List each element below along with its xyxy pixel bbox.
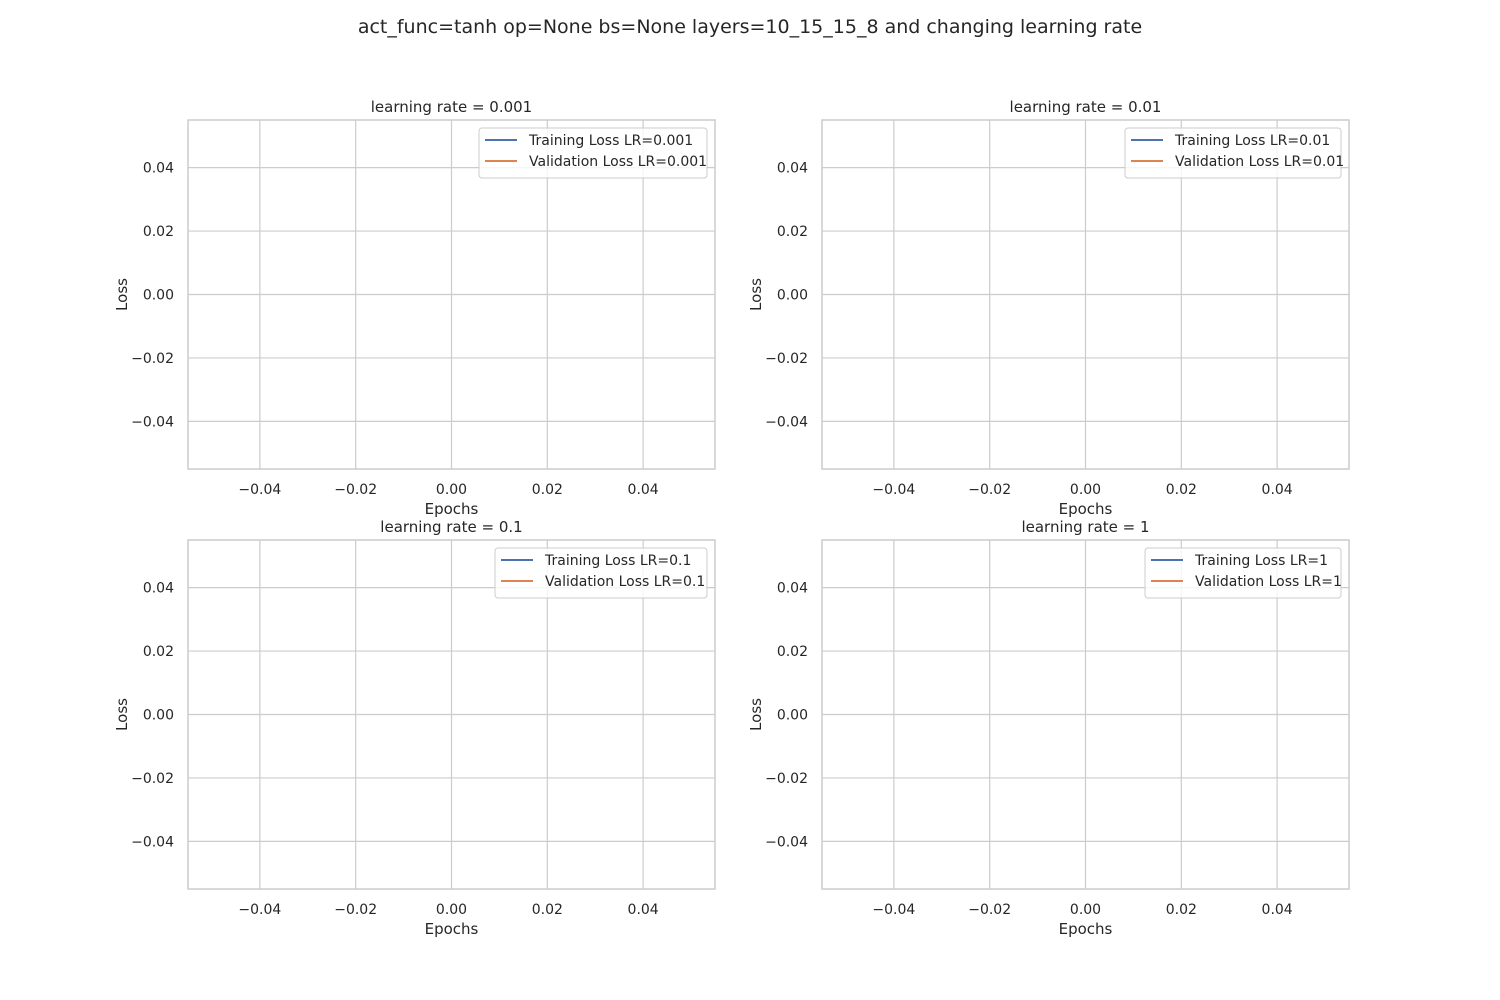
legend-label-training: Training Loss LR=1 bbox=[1194, 553, 1328, 569]
legend-label-validation: Validation Loss LR=0.1 bbox=[545, 574, 705, 590]
legend-box bbox=[1124, 127, 1342, 179]
subplot-title: learning rate = 0.001 bbox=[371, 98, 532, 116]
y-axis-label: Loss bbox=[113, 278, 131, 311]
x-axis-label: Epochs bbox=[1059, 920, 1113, 938]
y-axis-label: Loss bbox=[747, 278, 765, 311]
x-tick-label: −0.02 bbox=[968, 482, 1011, 498]
x-tick-label: 0.02 bbox=[532, 482, 563, 498]
y-tick-label: −0.02 bbox=[765, 351, 808, 367]
x-tick-label: −0.02 bbox=[334, 902, 377, 918]
legend-label-training: Training Loss LR=0.001 bbox=[528, 133, 693, 149]
legend: Training Loss LR=1 Validation Loss LR=1 bbox=[1144, 547, 1342, 599]
x-tick-label: 0.02 bbox=[532, 902, 563, 918]
y-tick-label: −0.02 bbox=[765, 771, 808, 787]
x-tick-label: −0.02 bbox=[968, 902, 1011, 918]
subplot-title: learning rate = 0.01 bbox=[1010, 98, 1162, 116]
subplot-2: −0.04 −0.02 0.00 0.02 0.04 0.04 0.02 0.00 −0.02 −… bbox=[747, 98, 1350, 518]
axes-frame bbox=[821, 119, 1350, 470]
x-tick-label: 0.04 bbox=[628, 482, 659, 498]
y-tick-label: 0.00 bbox=[143, 288, 174, 304]
x-axis-label: Epochs bbox=[425, 500, 479, 518]
y-tick-label: 0.02 bbox=[143, 224, 174, 240]
x-tick-label: 0.00 bbox=[1070, 482, 1101, 498]
legend-box bbox=[494, 547, 708, 599]
y-tick-label: 0.04 bbox=[143, 161, 174, 177]
x-axis-label: Epochs bbox=[425, 920, 479, 938]
x-tick-label: 0.00 bbox=[1070, 902, 1101, 918]
y-tick-label: −0.04 bbox=[765, 834, 808, 850]
legend-label-validation: Validation Loss LR=0.001 bbox=[529, 154, 707, 170]
subplot-1: −0.04 −0.02 0.00 0.02 0.04 0.04 0.02 0.00 −0.02 −… bbox=[113, 98, 716, 518]
y-tick-label: −0.04 bbox=[131, 414, 174, 430]
y-tick-label: −0.02 bbox=[131, 351, 174, 367]
x-axis-label: Epochs bbox=[1059, 500, 1113, 518]
y-tick-label: 0.02 bbox=[777, 644, 808, 660]
x-tick-label: 0.04 bbox=[1262, 482, 1293, 498]
subplot-3: −0.04 −0.02 0.00 0.02 0.04 0.04 0.02 0.00 −0.02 −… bbox=[113, 518, 716, 938]
x-tick-label: −0.04 bbox=[238, 482, 281, 498]
x-tick-label: 0.04 bbox=[628, 902, 659, 918]
x-tick-label: 0.00 bbox=[436, 482, 467, 498]
y-tick-label: 0.04 bbox=[777, 161, 808, 177]
y-tick-label: 0.04 bbox=[143, 581, 174, 597]
subplot-title: learning rate = 1 bbox=[1021, 518, 1149, 536]
subplot-4: −0.04 −0.02 0.00 0.02 0.04 0.04 0.02 0.00 −0.02 −… bbox=[747, 518, 1350, 938]
x-tick-label: 0.02 bbox=[1166, 482, 1197, 498]
legend-label-training: Training Loss LR=0.01 bbox=[1174, 133, 1330, 149]
y-tick-label: −0.04 bbox=[765, 414, 808, 430]
legend-label-validation: Validation Loss LR=0.01 bbox=[1175, 154, 1344, 170]
legend-box bbox=[1144, 547, 1342, 599]
x-tick-label: −0.02 bbox=[334, 482, 377, 498]
x-tick-label: 0.04 bbox=[1262, 902, 1293, 918]
axes-frame bbox=[187, 539, 716, 890]
legend: Training Loss LR=0.001 Validation Loss LR… bbox=[478, 127, 708, 179]
legend: Training Loss LR=0.1 Validation Loss LR=0… bbox=[494, 547, 708, 599]
axes-frame bbox=[187, 119, 716, 470]
axes-frame bbox=[821, 539, 1350, 890]
y-tick-label: 0.00 bbox=[143, 708, 174, 724]
figure-title: act_func=tanh op=None bs=None layers=10_… bbox=[357, 16, 1143, 38]
legend: Training Loss LR=0.01 Validation Loss LR=… bbox=[1124, 127, 1344, 179]
y-tick-label: −0.02 bbox=[131, 771, 174, 787]
y-tick-label: −0.04 bbox=[131, 834, 174, 850]
y-tick-label: 0.00 bbox=[777, 288, 808, 304]
y-tick-label: 0.04 bbox=[777, 581, 808, 597]
legend-label-validation: Validation Loss LR=1 bbox=[1195, 574, 1342, 590]
x-tick-label: 0.00 bbox=[436, 902, 467, 918]
y-tick-label: 0.02 bbox=[143, 644, 174, 660]
legend-box bbox=[478, 127, 708, 179]
legend-label-training: Training Loss LR=0.1 bbox=[544, 553, 691, 569]
y-tick-label: 0.00 bbox=[777, 708, 808, 724]
subplot-title: learning rate = 0.1 bbox=[380, 518, 522, 536]
y-axis-label: Loss bbox=[747, 698, 765, 731]
x-tick-label: −0.04 bbox=[872, 482, 915, 498]
x-tick-label: 0.02 bbox=[1166, 902, 1197, 918]
y-axis-label: Loss bbox=[113, 698, 131, 731]
x-tick-label: −0.04 bbox=[872, 902, 915, 918]
y-tick-label: 0.02 bbox=[777, 224, 808, 240]
x-tick-label: −0.04 bbox=[238, 902, 281, 918]
